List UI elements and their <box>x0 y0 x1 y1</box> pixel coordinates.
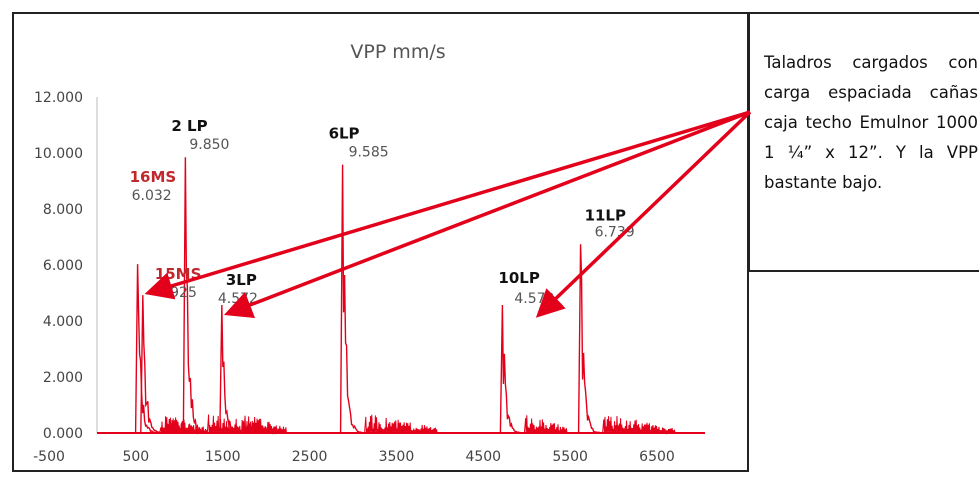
x-tick-label: 4500 <box>465 449 501 465</box>
peak-value-label: 9.585 <box>349 145 389 161</box>
vpp-series <box>97 157 705 435</box>
x-tick-label: 2500 <box>292 449 328 465</box>
peak-name-label: 16MS <box>130 168 177 186</box>
y-tick-label: 6.000 <box>43 258 83 274</box>
peak-name-label: 2 LP <box>171 117 207 135</box>
chart-title: VPP mm/s <box>350 41 445 63</box>
chart-axes: -500 500 1500 2500 3500 4500 5500 6500 0.000 2.00… <box>33 90 705 465</box>
x-tick-label: -500 <box>33 449 65 465</box>
x-tick-label: 3500 <box>379 449 415 465</box>
y-tick-label: 0.000 <box>43 426 83 442</box>
noise-trace <box>243 415 287 434</box>
noise-trace <box>364 414 438 434</box>
y-tick-label: 8.000 <box>43 202 83 218</box>
peak-trace <box>339 164 366 434</box>
peak-value-label: 6.739 <box>595 224 635 240</box>
annotation-arrows <box>144 110 752 319</box>
peak-trace <box>499 304 526 434</box>
peak-name-label: 10LP <box>498 269 539 287</box>
peak-name-label: 3LP <box>226 271 257 289</box>
noise-trace <box>523 415 568 434</box>
y-tick-label: 12.000 <box>34 90 83 106</box>
x-tick-label: 5500 <box>552 449 588 465</box>
peak-value-label: 9.850 <box>189 137 229 153</box>
annotation-arrow <box>144 110 751 300</box>
peak-name-label: 6LP <box>329 125 360 143</box>
peak-name-label: 11LP <box>585 206 626 224</box>
y-tick-label: 10.000 <box>34 146 83 162</box>
annotation-box: Taladros cargados con carga espaciada ca… <box>748 12 979 272</box>
chart-panel <box>12 12 749 472</box>
annotation-arrow <box>535 110 752 318</box>
y-tick-label: 4.000 <box>43 314 83 330</box>
peak-trace <box>219 304 245 434</box>
noise-trace <box>602 416 676 435</box>
x-tick-label: 500 <box>122 449 149 465</box>
x-tick-label: 1500 <box>205 449 241 465</box>
y-tick-label: 2.000 <box>43 370 83 386</box>
x-tick-label: 6500 <box>639 449 675 465</box>
peak-value-label: 6.032 <box>132 188 172 204</box>
annotation-arrow <box>223 110 751 319</box>
annotation-text: Taladros cargados con carga espaciada ca… <box>764 53 978 192</box>
